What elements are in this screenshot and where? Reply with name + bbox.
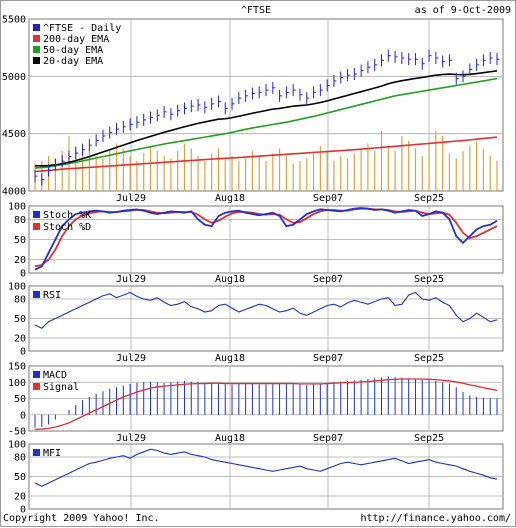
legend-swatch xyxy=(33,383,40,390)
x-tick-label: Aug18 xyxy=(215,274,245,285)
x-tick-label: Sep07 xyxy=(313,433,343,444)
y-tick-label: -50 xyxy=(8,427,26,438)
series-line-stoch-k xyxy=(34,207,498,271)
y-tick-label: 4000 xyxy=(2,187,26,198)
y-tick-label: 20 xyxy=(14,492,26,503)
y-tick-label: 80 xyxy=(14,453,26,464)
legend-label: 200-day EMA xyxy=(43,34,109,45)
series-line-signal xyxy=(34,378,498,431)
legend-swatch xyxy=(33,57,40,64)
copyright: Copyright 2009 Yahoo! Inc. xyxy=(3,513,160,524)
legend-swatch xyxy=(33,46,40,53)
legend-label: 20-day EMA xyxy=(43,56,103,67)
x-tick-label: Sep25 xyxy=(414,193,444,204)
x-tick-label: Jul29 xyxy=(116,193,146,204)
y-tick-label: 150 xyxy=(8,362,26,373)
y-tick-label: 80 xyxy=(14,215,26,226)
panel-rsi: 100 80 50 20 0 RSI xyxy=(8,282,504,358)
legend-swatch xyxy=(33,24,40,31)
series-line-20-day-ema xyxy=(35,70,498,167)
y-tick-label: 50 xyxy=(14,314,26,325)
y-tick-label: 5500 xyxy=(2,15,26,26)
panel-mfi: 100 80 50 20 0 MFI xyxy=(8,440,504,516)
legend-label: Stoch %K xyxy=(43,210,91,221)
y-tick-label: 5000 xyxy=(2,72,26,83)
x-tick-label: Aug18 xyxy=(215,433,245,444)
legend-label: MACD xyxy=(43,370,67,381)
y-tick-label: 0 xyxy=(20,269,26,280)
x-tick-label: Sep25 xyxy=(414,353,444,364)
y-tick-label: 0 xyxy=(20,505,26,516)
series-line-200-day-ema xyxy=(34,136,498,173)
y-tick-label: 100 xyxy=(8,440,26,451)
legend-swatch xyxy=(33,449,40,456)
legend-label: ^FTSE - Daily xyxy=(43,23,121,34)
x-tick-label: Sep25 xyxy=(414,433,444,444)
legend-swatch xyxy=(33,35,40,42)
y-tick-label: 100 xyxy=(8,282,26,293)
y-tick-label: 100 xyxy=(8,202,26,213)
y-tick-label: 50 xyxy=(14,394,26,405)
legend-swatch xyxy=(33,371,40,378)
legend-swatch xyxy=(33,223,40,230)
legend-label: Signal xyxy=(43,382,79,393)
y-tick-label: 0 xyxy=(20,347,26,358)
y-tick-label: 80 xyxy=(14,295,26,306)
y-tick-label: 100 xyxy=(8,378,26,389)
x-tick-label: Sep25 xyxy=(414,274,444,285)
chart-title: ^FTSE xyxy=(241,5,271,16)
x-tick-label: Jul29 xyxy=(116,433,146,444)
y-tick-label: 4500 xyxy=(2,129,26,140)
y-tick-label: 20 xyxy=(14,334,26,345)
y-tick-label: 50 xyxy=(14,472,26,483)
series-line-rsi xyxy=(34,291,498,329)
y-tick-label: 0 xyxy=(20,410,26,421)
legend-swatch xyxy=(33,211,40,218)
series-line-50-day-ema xyxy=(34,77,498,169)
x-tick-label: Sep07 xyxy=(313,353,343,364)
source-url[interactable]: http://finance.yahoo.com/ xyxy=(360,513,511,524)
legend-label: MFI xyxy=(43,448,61,459)
series-line-mfi xyxy=(34,448,498,487)
x-tick-label: Aug18 xyxy=(215,353,245,364)
legend-label: Stoch %D xyxy=(43,222,91,233)
x-tick-label: Aug18 xyxy=(215,193,245,204)
y-tick-label: 20 xyxy=(14,255,26,266)
x-tick-label: Sep07 xyxy=(313,193,343,204)
x-tick-label: Jul29 xyxy=(116,274,146,285)
legend-swatch xyxy=(33,291,40,298)
as-of-date: as of 9-Oct-2009 xyxy=(415,5,511,16)
x-tick-label: Sep07 xyxy=(313,274,343,285)
x-tick-label: Jul29 xyxy=(116,353,146,364)
legend-label: 50-day EMA xyxy=(43,45,103,56)
legend-label: RSI xyxy=(43,290,61,301)
y-tick-label: 50 xyxy=(14,235,26,246)
